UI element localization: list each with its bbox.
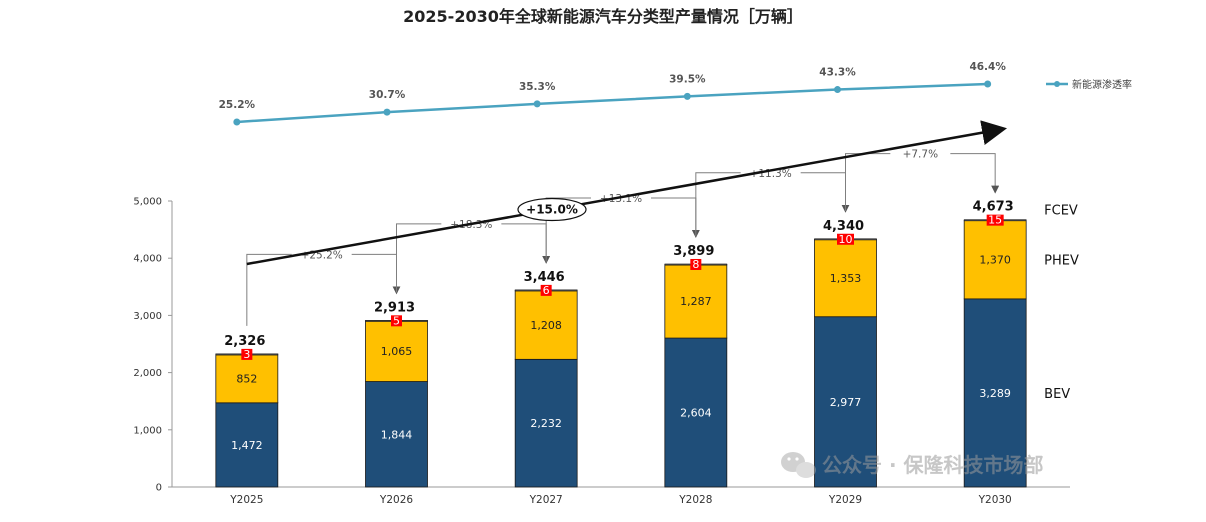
- bev-bar-segment: [963, 298, 1027, 488]
- series-name-label: BEV: [1044, 387, 1070, 402]
- fcev-value-label: 8: [692, 258, 699, 271]
- x-tick-label: Y2028: [678, 494, 712, 506]
- fcev-value-box: [391, 315, 402, 327]
- fcev-value-label: 6: [543, 284, 550, 297]
- fcev-value-label: 3: [243, 348, 250, 361]
- phev-bar-segment: [215, 353, 279, 404]
- penetration-point: [383, 108, 391, 116]
- phev-bar-segment: [814, 238, 877, 318]
- bev-value-label: 1,472: [231, 439, 263, 452]
- bev-value-label: 1,844: [381, 428, 413, 441]
- penetration-point: [233, 118, 241, 126]
- cagr-label-ellipse: [517, 197, 587, 222]
- penetration-value-label: 46.4%: [969, 61, 1006, 73]
- cagr-arrow-group: +15.0%: [246, 120, 1008, 266]
- x-tick-label: Y2029: [828, 494, 862, 506]
- penetration-value-label: 35.3%: [519, 81, 556, 93]
- bev-bar-segment: [514, 358, 578, 488]
- fcev-value-box: [690, 258, 702, 270]
- phev-bar-segment: [963, 220, 1027, 300]
- penetration-point: [984, 80, 992, 88]
- watermark-text: 公众号 · 保隆科技市场部: [822, 453, 1044, 477]
- phev-value-label: 1,370: [979, 254, 1011, 267]
- chart-title: 2025-2030年全球新能源汽车分类型产量情况［万辆］: [403, 7, 803, 26]
- fcev-value-box: [986, 214, 1004, 226]
- bar-total-label: 4,673: [973, 200, 1014, 215]
- growth-label: +11.3%: [750, 168, 792, 180]
- y-tick-label: 1,000: [133, 425, 162, 436]
- bar-total-label: 2,913: [374, 300, 415, 315]
- growth-label-bg: [890, 145, 951, 162]
- bev-bar-segment: [664, 337, 728, 488]
- bar-total-label: 2,326: [224, 334, 265, 349]
- penetration-point: [683, 92, 691, 100]
- bev-value-label: 3,289: [979, 387, 1011, 400]
- fcev-value-box: [837, 233, 854, 245]
- chart-axes: 0 1,000 2,000 3,000 4,000 5,000 Y2025 Y2026 Y202…: [133, 197, 1070, 506]
- penetration-value-label: 39.5%: [669, 73, 706, 85]
- wechat-icon: [781, 452, 816, 478]
- fcev-value-label: 5: [393, 314, 400, 327]
- phev-bar-segment: [514, 289, 578, 360]
- x-tick-label: Y2030: [978, 494, 1012, 506]
- x-tick-label: Y2025: [229, 494, 263, 506]
- bar-total-label: 3,446: [524, 270, 565, 285]
- growth-brackets: +25.2%+18.3%+13.1%+11.3%+7.7%: [246, 145, 1000, 326]
- y-tick-label: 0: [156, 483, 162, 494]
- chart-bars: 1,472 852 32,326 1,844 1,065 52,913 2,232 1,208…: [215, 200, 1079, 488]
- fcev-value-label: 15: [988, 214, 1002, 227]
- phev-value-label: 1,353: [830, 272, 862, 285]
- y-tick-label: 5,000: [133, 197, 162, 208]
- legend-label: 新能源渗透率: [1072, 78, 1132, 91]
- penetration-value-label: 43.3%: [819, 67, 856, 79]
- series-name-label: FCEV: [1044, 204, 1078, 219]
- bev-bar-segment: [365, 381, 428, 488]
- fcev-value-box: [241, 348, 253, 360]
- penetration-value-label: 25.2%: [219, 99, 256, 111]
- x-tick-label: Y2027: [529, 494, 563, 506]
- legend: 新能源渗透率: [1046, 78, 1132, 91]
- y-tick-label: 3,000: [133, 311, 162, 322]
- legend-dot-marker: [1054, 81, 1060, 87]
- penetration-line: [236, 82, 988, 124]
- y-tick-label: 2,000: [133, 368, 162, 379]
- phev-value-label: 1,065: [381, 345, 413, 358]
- x-tick-label: Y2026: [379, 494, 413, 506]
- series-name-label: PHEV: [1044, 254, 1079, 269]
- phev-value-label: 1,287: [680, 295, 712, 308]
- growth-label-bg: [291, 246, 352, 263]
- bar-total-label: 4,340: [823, 219, 864, 234]
- y-tick-label: 4,000: [133, 254, 162, 265]
- phev-value-label: 852: [236, 372, 257, 385]
- cagr-arrow: [246, 120, 1008, 266]
- penetration-value-label: 30.7%: [369, 89, 406, 101]
- bar-total-label: 3,899: [673, 244, 714, 259]
- bev-value-label: 2,604: [680, 407, 712, 420]
- fcev-value-label: 10: [839, 233, 853, 246]
- bev-value-label: 2,977: [830, 396, 862, 409]
- penetration-point: [533, 100, 541, 108]
- penetration-line-group: 25.2% 30.7% 35.3% 39.5% 43.3% 46.4%: [219, 61, 1006, 126]
- bev-bar-segment: [215, 402, 279, 488]
- cagr-label: +15.0%: [526, 203, 578, 217]
- watermark: 公众号 · 保隆科技市场部: [781, 452, 1044, 478]
- bev-bar-segment: [814, 316, 877, 488]
- penetration-point: [834, 86, 841, 94]
- growth-label: +7.7%: [903, 149, 938, 161]
- bev-value-label: 2,232: [530, 417, 562, 430]
- fcev-value-box: [540, 284, 552, 296]
- phev-value-label: 1,208: [530, 319, 562, 332]
